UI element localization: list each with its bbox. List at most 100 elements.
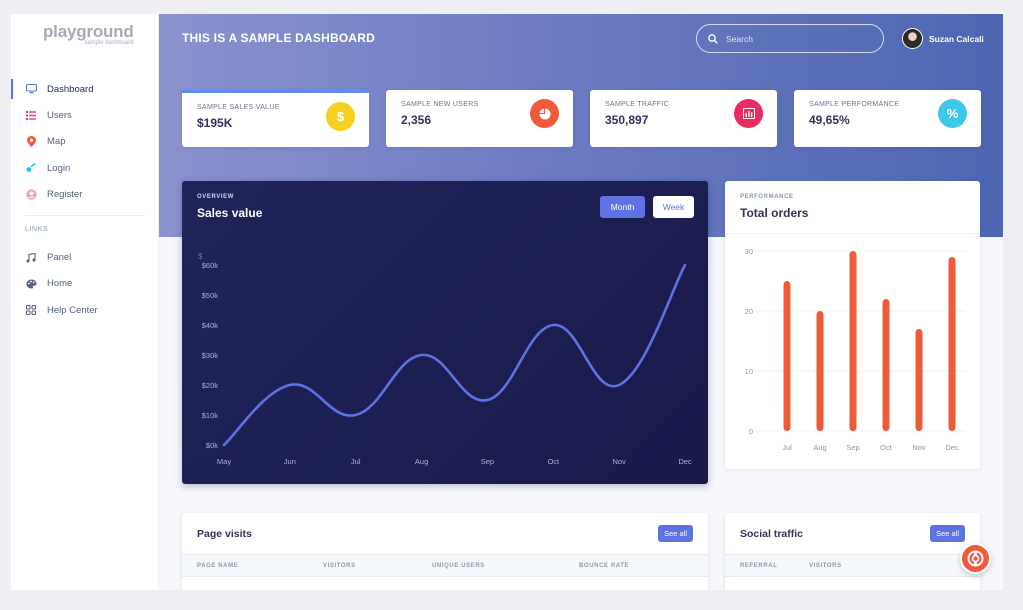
see-all-social-button[interactable]: See all: [930, 525, 965, 542]
sidebar-item-label: Users: [47, 109, 72, 121]
list-icon: [25, 109, 37, 121]
x-tick-label: Dec: [678, 457, 692, 466]
sidebar-divider: [25, 215, 145, 217]
see-all-visits-button[interactable]: See all: [658, 525, 693, 542]
x-tick-label: Sep: [846, 443, 859, 452]
sales-series-line: [222, 263, 687, 447]
sidebar-item-panel[interactable]: Panel: [11, 244, 159, 270]
sidebar-item-login[interactable]: Login: [11, 155, 159, 181]
pin-icon: [25, 136, 37, 148]
sales-value-card: $ $0k $10k $20k $30k $40k $50k $60k May Jun Jul Aug…: [182, 181, 708, 484]
week-toggle-button[interactable]: Week: [653, 196, 694, 218]
sales-title: Sales value: [197, 206, 263, 220]
user-name: Suzan Calcali: [929, 33, 984, 44]
sidebar: playground sample dashboard Dashboard Us…: [11, 14, 159, 590]
brand-tagline: sample dashboard: [84, 40, 134, 46]
stat-card-performance: SAMPLE PERFORMANCE 49,65% %: [794, 90, 981, 147]
sidebar-links-heading: LINKS: [25, 226, 49, 234]
sidebar-item-label: Register: [47, 188, 83, 200]
y-tick-label: 0: [749, 427, 753, 436]
orders-kicker: PERFORMANCE: [740, 194, 794, 200]
lifebuoy-icon: [967, 550, 984, 567]
x-tick-label: May: [217, 457, 231, 466]
search-icon: [708, 33, 718, 44]
sales-kicker: OVERVIEW: [197, 194, 235, 200]
card-divider: [725, 233, 980, 234]
user-menu[interactable]: Suzan Calcali: [902, 28, 984, 49]
stat-value: $195K: [197, 116, 233, 130]
order-bar: [783, 281, 791, 431]
order-bar: [849, 251, 857, 431]
total-orders-card: 0 10 20 30 Jul Aug Sep Oct Nov Dec PERFORMANCE To…: [725, 181, 980, 469]
stat-label: SAMPLE TRAFFIC: [605, 101, 669, 108]
table-header: REFERRAL VISITORS: [725, 554, 980, 577]
brand-name: playground: [43, 22, 134, 41]
stat-card-users: SAMPLE NEW USERS 2,356: [386, 90, 573, 147]
y-tick-label: $10k: [202, 411, 219, 420]
user-circle-icon: [25, 188, 37, 200]
x-tick-label: Jul: [351, 457, 361, 466]
y-tick-label: $20k: [202, 381, 219, 390]
stat-value: 49,65%: [809, 113, 850, 127]
stat-card-traffic: SAMPLE TRAFFIC 350,897: [590, 90, 777, 147]
stat-value: 2,356: [401, 113, 432, 127]
column-header[interactable]: REFERRAL: [740, 563, 778, 569]
pie-icon: [530, 99, 559, 128]
column-header[interactable]: VISITORS: [809, 563, 842, 569]
x-tick-label: Dec: [945, 443, 959, 452]
sidebar-item-register[interactable]: Register: [11, 181, 159, 207]
page-title: THIS IS A SAMPLE DASHBOARD: [182, 31, 375, 45]
brand-logo[interactable]: playground sample dashboard: [43, 22, 134, 46]
sidebar-item-home[interactable]: Home: [11, 271, 159, 297]
order-bar: [816, 311, 824, 431]
orders-title: Total orders: [740, 206, 809, 220]
y-tick-label: 30: [745, 247, 753, 256]
orders-bar-chart: 0 10 20 30 Jul Aug Sep Oct Nov Dec: [745, 247, 965, 452]
music-icon: [25, 252, 37, 264]
x-tick-label: Jun: [284, 457, 296, 466]
stat-card-sales: SAMPLE SALES VALUE $195K $: [182, 90, 369, 147]
stat-label: SAMPLE PERFORMANCE: [809, 101, 900, 108]
month-toggle-button[interactable]: Month: [600, 196, 645, 218]
x-tick-label: Sep: [481, 457, 494, 466]
sidebar-item-help-center[interactable]: Help Center: [11, 297, 159, 323]
column-header[interactable]: PAGE NAME: [197, 563, 239, 569]
x-tick-label: Nov: [912, 443, 926, 452]
monitor-icon: [25, 83, 37, 95]
sales-line-chart: $ $0k $10k $20k $30k $40k $50k $60k May Jun Jul Aug…: [198, 252, 692, 466]
avatar[interactable]: [902, 28, 923, 49]
app-frame: playground sample dashboard Dashboard Us…: [11, 14, 1003, 590]
x-tick-label: Oct: [880, 443, 893, 452]
sidebar-item-label: Home: [47, 278, 73, 290]
help-button[interactable]: [960, 543, 991, 574]
search-input[interactable]: [726, 33, 866, 44]
order-bar: [948, 257, 956, 431]
y-tick-label: $50k: [202, 291, 219, 300]
search-box[interactable]: [696, 24, 884, 53]
page-visits-title: Page visits: [197, 528, 252, 540]
percent-icon: %: [938, 99, 967, 128]
sidebar-item-label: Dashboard: [47, 83, 94, 95]
y-tick-label: $30k: [202, 351, 219, 360]
column-header[interactable]: VISITORS: [323, 563, 356, 569]
y-tick-label: 20: [745, 307, 753, 316]
palette-icon: [25, 278, 37, 290]
sidebar-nav: Dashboard Users Map Login: [11, 76, 159, 323]
stat-value: 350,897: [605, 113, 649, 127]
x-tick-label: Aug: [813, 443, 826, 452]
bar-chart-icon: [734, 99, 763, 128]
y-tick-label: 10: [745, 367, 753, 376]
x-tick-label: Oct: [547, 457, 560, 466]
key-icon: [25, 162, 37, 174]
order-bar: [915, 329, 923, 431]
grid-icon: [25, 304, 37, 316]
stat-label: SAMPLE NEW USERS: [401, 101, 479, 108]
x-tick-label: Nov: [612, 457, 626, 466]
sidebar-item-dashboard[interactable]: Dashboard: [11, 76, 159, 102]
column-header[interactable]: BOUNCE RATE: [579, 563, 630, 569]
sidebar-item-map[interactable]: Map: [11, 129, 159, 155]
sidebar-item-users[interactable]: Users: [11, 102, 159, 128]
column-header[interactable]: UNIQUE USERS: [432, 563, 485, 569]
sidebar-item-label: Help Center: [47, 304, 98, 316]
x-tick-label: Aug: [415, 457, 428, 466]
